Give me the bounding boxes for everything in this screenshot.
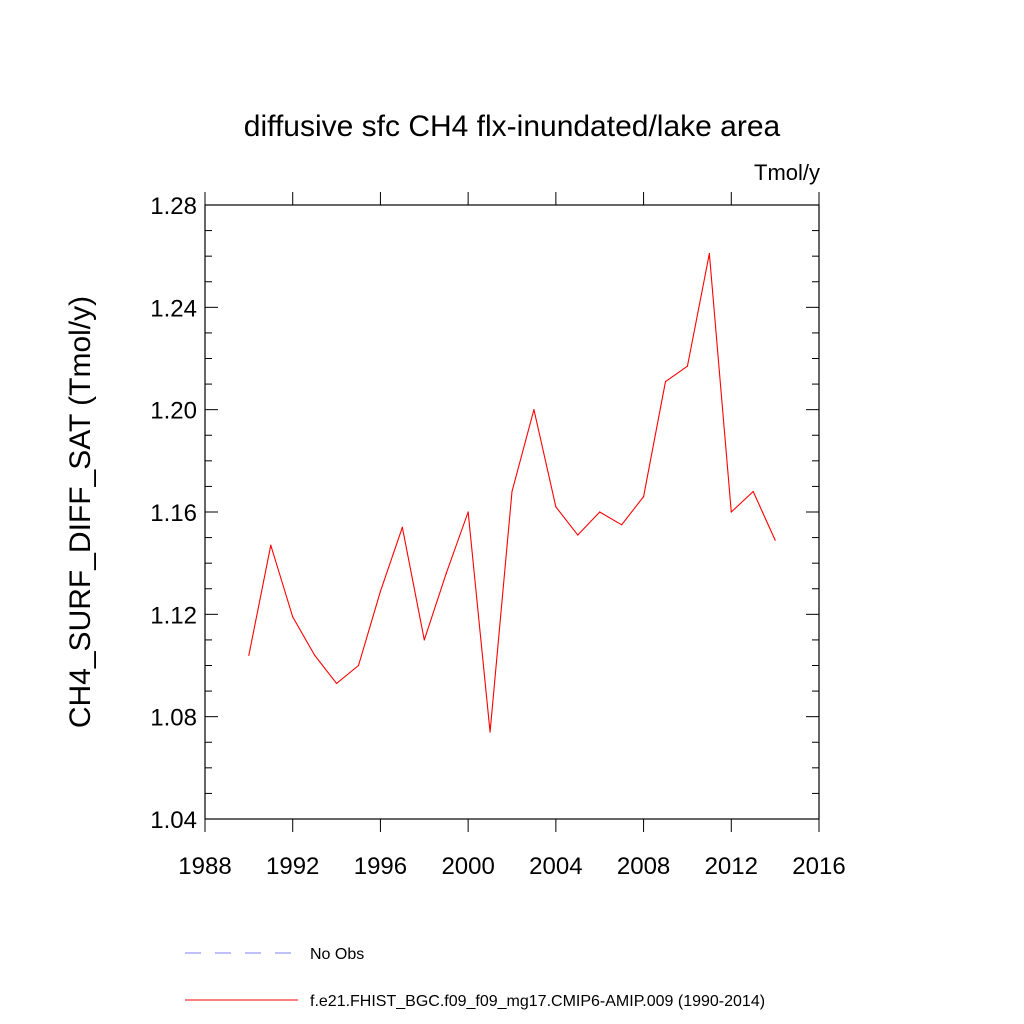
x-tick-label: 1996 <box>354 853 407 880</box>
data-point <box>664 380 667 383</box>
x-tick-label: 1992 <box>266 853 319 880</box>
plot-frame <box>204 204 820 820</box>
data-point <box>555 506 557 508</box>
data-point <box>708 253 710 255</box>
data-point <box>357 664 360 667</box>
data-point <box>292 616 294 618</box>
y-tick-label: 1.04 <box>150 807 197 834</box>
data-point <box>686 365 689 367</box>
data-point <box>423 639 425 641</box>
y-tick-label: 1.16 <box>150 500 197 527</box>
x-tick-label: 2016 <box>792 853 845 880</box>
y-tick-labels: 1.04 1.08 1.12 1.16 1.20 1.24 1.28 <box>150 193 197 834</box>
data-point <box>752 490 754 493</box>
data-point <box>599 511 601 513</box>
data-point <box>270 544 272 546</box>
legend-label-model: f.e21.FHIST_BGC.f09_f09_mg17.CMIP6-AMIP.… <box>310 993 765 1010</box>
data-point <box>379 590 382 592</box>
x-tick-label: 2004 <box>529 853 582 880</box>
x-tick-label: 1988 <box>178 853 231 880</box>
x-tick-label: 2000 <box>441 853 494 880</box>
units-label: Tmol/y <box>754 160 820 185</box>
y-tick-label: 1.08 <box>150 705 197 732</box>
y-tick-label: 1.24 <box>150 295 197 322</box>
data-point <box>533 409 535 411</box>
data-point <box>248 654 250 656</box>
data-point <box>730 511 732 513</box>
y-axis-title: CH4_SURF_DIFF_SAT (Tmol/y) <box>64 296 97 728</box>
x-tick-labels: 1988 1992 1996 2000 2004 2008 2012 2016 <box>178 853 845 880</box>
data-point <box>511 490 513 493</box>
data-point <box>335 682 338 685</box>
data-point <box>774 539 776 541</box>
data-point <box>445 572 447 575</box>
legend-label-no-obs: No Obs <box>310 946 364 963</box>
data-series <box>248 253 776 733</box>
y-tick-label: 1.12 <box>150 602 197 629</box>
data-point <box>467 511 469 513</box>
x-tick-label: 2008 <box>617 853 670 880</box>
data-point <box>314 654 316 656</box>
data-point <box>577 534 579 536</box>
legend: No Obs f.e21.FHIST_BGC.f09_f09_mg17.CMIP… <box>185 946 765 1010</box>
y-tick-label: 1.28 <box>150 193 197 220</box>
data-point <box>489 731 491 733</box>
chart-title: diffusive sfc CH4 flx-inundated/lake are… <box>244 110 781 143</box>
data-point <box>642 496 645 498</box>
data-point <box>401 526 403 528</box>
axis-ticks <box>204 192 820 832</box>
x-tick-label: 2012 <box>705 853 758 880</box>
data-point <box>621 524 623 526</box>
series-line <box>248 253 776 733</box>
y-tick-label: 1.20 <box>150 398 197 425</box>
